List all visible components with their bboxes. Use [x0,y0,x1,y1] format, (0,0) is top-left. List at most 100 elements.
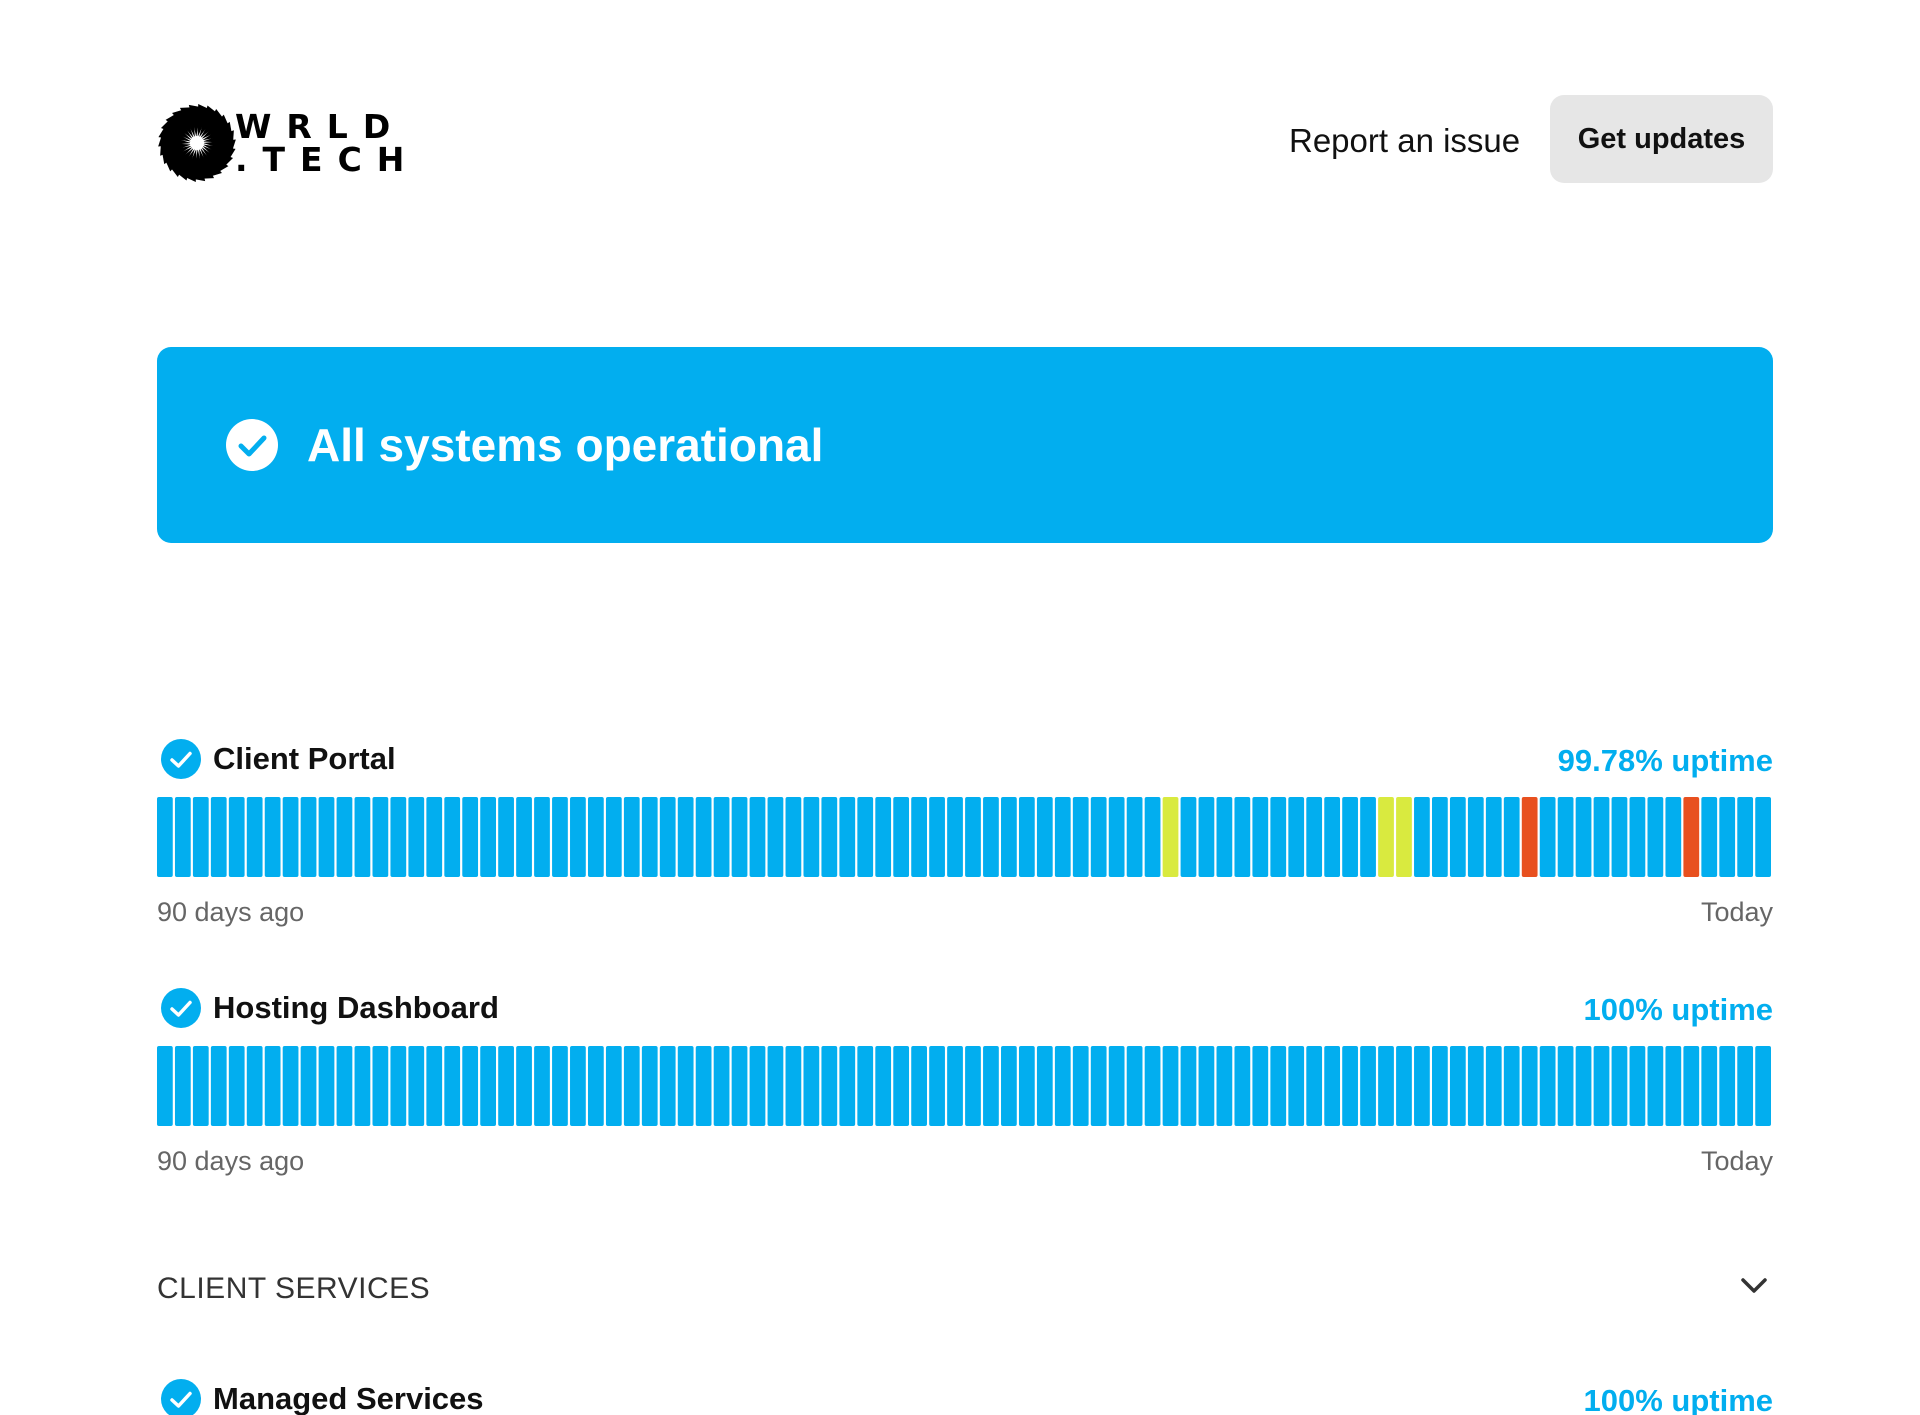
uptime-day-bar[interactable] [1701,1046,1718,1126]
uptime-day-bar[interactable] [570,797,586,877]
uptime-day-bar[interactable] [228,1046,245,1126]
uptime-day-bar[interactable] [192,797,209,877]
uptime-day-bar[interactable] [605,1046,622,1126]
uptime-day-bar[interactable] [875,1046,892,1126]
uptime-day-bar[interactable] [731,797,748,877]
uptime-day-bar[interactable] [1252,797,1269,877]
uptime-day-bar[interactable] [983,1046,999,1126]
uptime-day-bar[interactable] [677,1046,694,1126]
uptime-day-bar[interactable] [1054,1046,1071,1126]
uptime-day-bar[interactable] [1090,1046,1107,1126]
uptime-day-bar[interactable] [246,1046,263,1126]
uptime-day-bar[interactable] [713,1046,730,1126]
uptime-day-bar[interactable] [1521,797,1538,877]
uptime-day-bar[interactable] [641,797,658,877]
uptime-day-bar[interactable] [498,797,514,877]
uptime-day-bar[interactable] [749,1046,766,1126]
uptime-day-bar[interactable] [354,1046,371,1126]
uptime-day-bar[interactable] [264,797,281,877]
uptime-day-bar[interactable] [1144,797,1161,877]
uptime-day-bar[interactable] [749,797,766,877]
uptime-day-bar[interactable] [731,1046,748,1126]
uptime-day-bar[interactable] [1575,1046,1592,1126]
uptime-day-bar[interactable] [570,1046,586,1126]
uptime-day-bar[interactable] [821,1046,838,1126]
uptime-day-bar[interactable] [1719,797,1736,877]
uptime-day-bar[interactable] [1036,1046,1053,1126]
uptime-day-bar[interactable] [1575,797,1592,877]
uptime-day-bar[interactable] [1647,1046,1664,1126]
uptime-day-bar[interactable] [1629,797,1646,877]
uptime-day-bar[interactable] [1342,1046,1358,1126]
uptime-day-bar[interactable] [372,797,389,877]
uptime-day-bar[interactable] [929,797,945,877]
uptime-day-bar[interactable] [1737,1046,1754,1126]
uptime-day-bar[interactable] [1485,797,1502,877]
uptime-day-bar[interactable] [1072,1046,1089,1126]
uptime-day-bar[interactable] [1072,797,1089,877]
uptime-day-bar[interactable] [1611,1046,1628,1126]
uptime-day-bar[interactable] [1557,1046,1574,1126]
uptime-day-bar[interactable] [911,797,927,877]
uptime-day-bar[interactable] [641,1046,658,1126]
uptime-day-bar[interactable] [390,1046,407,1126]
uptime-day-bar[interactable] [893,797,910,877]
uptime-day-bar[interactable] [677,797,694,877]
uptime-day-bar[interactable] [947,1046,963,1126]
uptime-day-bar[interactable] [1036,797,1053,877]
uptime-day-bar[interactable] [336,1046,353,1126]
uptime-day-bar[interactable] [1180,797,1197,877]
uptime-day-bar[interactable] [498,1046,514,1126]
uptime-day-bar[interactable] [1144,1046,1161,1126]
uptime-day-bar[interactable] [1683,1046,1700,1126]
uptime-day-bar[interactable] [1683,797,1700,877]
uptime-day-bar[interactable] [1018,1046,1035,1126]
uptime-day-bar[interactable] [1360,1046,1376,1126]
uptime-day-bar[interactable] [965,1046,981,1126]
uptime-day-bar[interactable] [605,797,622,877]
uptime-day-bar[interactable] [587,797,604,877]
uptime-day-bar[interactable] [318,1046,335,1126]
uptime-day-bar[interactable] [659,1046,676,1126]
uptime-day-bar[interactable] [1162,797,1179,877]
uptime-day-bar[interactable] [1755,797,1771,877]
uptime-day-bar[interactable] [1216,797,1233,877]
uptime-day-bar[interactable] [1198,1046,1215,1126]
uptime-day-bar[interactable] [1432,1046,1448,1126]
uptime-day-bar[interactable] [1414,1046,1430,1126]
uptime-day-bar[interactable] [1755,1046,1771,1126]
uptime-day-bar[interactable] [552,1046,568,1126]
uptime-day-bar[interactable] [228,797,245,877]
uptime-day-bar[interactable] [767,1046,784,1126]
uptime-day-bar[interactable] [1467,1046,1484,1126]
uptime-day-bar[interactable] [785,797,802,877]
uptime-day-bar[interactable] [929,1046,945,1126]
uptime-day-bar[interactable] [1198,797,1215,877]
uptime-day-bar[interactable] [803,1046,820,1126]
uptime-day-bar[interactable] [839,1046,856,1126]
uptime-day-bar[interactable] [1647,797,1664,877]
uptime-day-bar[interactable] [1665,1046,1682,1126]
uptime-day-bar[interactable] [246,797,263,877]
uptime-day-bar[interactable] [1701,797,1718,877]
uptime-day-bar[interactable] [1180,1046,1197,1126]
uptime-day-bar[interactable] [893,1046,910,1126]
uptime-day-bar[interactable] [1252,1046,1269,1126]
uptime-day-bar[interactable] [1306,1046,1323,1126]
uptime-day-bar[interactable] [157,797,173,877]
uptime-day-bar[interactable] [408,797,425,877]
uptime-day-bar[interactable] [318,797,335,877]
uptime-day-bar[interactable] [1342,797,1358,877]
uptime-day-bar[interactable] [1557,797,1574,877]
uptime-day-bar[interactable] [1449,797,1466,877]
uptime-day-bar[interactable] [821,797,838,877]
uptime-day-bar[interactable] [192,1046,209,1126]
uptime-day-bar[interactable] [426,797,443,877]
uptime-day-bar[interactable] [911,1046,927,1126]
uptime-day-bar[interactable] [1234,1046,1251,1126]
uptime-day-bar[interactable] [1306,797,1323,877]
uptime-day-bar[interactable] [659,797,676,877]
uptime-day-bar[interactable] [516,1046,532,1126]
uptime-day-bar[interactable] [444,1046,461,1126]
uptime-day-bar[interactable] [372,1046,389,1126]
